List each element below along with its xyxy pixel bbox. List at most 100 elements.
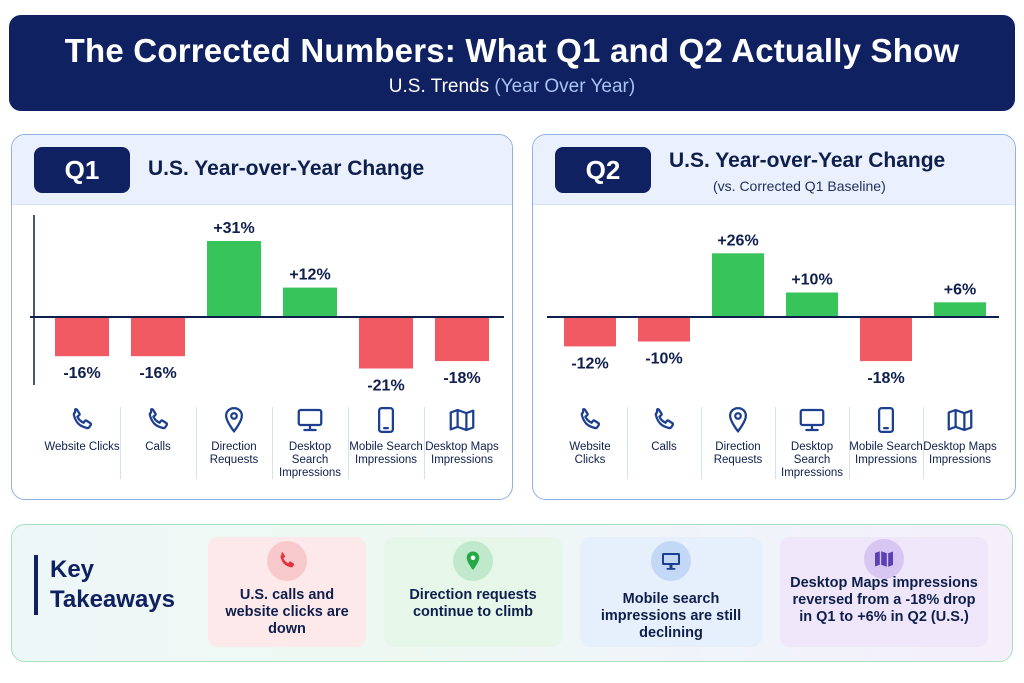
q1-category-direction-requests: Direction Requests	[196, 401, 272, 487]
map-icon	[447, 405, 477, 435]
header-banner: The Corrected Numbers: What Q1 and Q2 Ac…	[9, 15, 1015, 111]
q2-data-label-desktop-maps-impressions: +6%	[944, 281, 976, 298]
q2-data-label-website-clicks: -12%	[571, 355, 608, 372]
q2-category-desktop-maps-impressions: Desktop Maps Impressions	[923, 401, 997, 487]
q2-chart-subtitle: (vs. Corrected Q1 Baseline)	[713, 178, 886, 194]
key-takeaways-panel: Key Takeaways U.S. calls and website cli…	[11, 524, 1013, 662]
q2-bar-chart: -12% -10% +26% +10% -18% +6%	[547, 232, 999, 387]
q2-panel: Q2 U.S. Year-over-Year Change (vs. Corre…	[532, 134, 1016, 500]
q1-tick-label-direction-requests: Direction Requests	[209, 441, 259, 466]
q2-category-direction-requests: Direction Requests	[701, 401, 775, 487]
q2-category-mobile-search-impressions: Mobile Search Impressions	[849, 401, 923, 487]
q1-bar-website-clicks	[55, 317, 109, 357]
subtitle-main: U.S. Trends	[388, 76, 490, 97]
key-takeaways-title: Key Takeaways	[34, 555, 204, 615]
phone-icon	[143, 405, 173, 435]
q2-bar-desktop-search-impressions	[786, 292, 838, 317]
q2-category-divider	[923, 407, 924, 479]
q2-bar-website-clicks	[564, 317, 616, 347]
q1-category-divider	[424, 407, 425, 479]
takeaway-card-calls: U.S. calls and website clicks are down	[208, 537, 366, 647]
takeaway-text-maps: Desktop Maps impressions reversed from a…	[790, 575, 978, 625]
q2-tick-label-mobile-search-impressions: Mobile Search Impressions	[849, 441, 923, 466]
takeaway-card-mobile: Mobile search impressions are still decl…	[580, 537, 762, 647]
q1-category-mobile-search-impressions: Mobile Search Impressions	[348, 401, 424, 487]
q2-panel-header: Q2 U.S. Year-over-Year Change (vs. Corre…	[533, 135, 1015, 205]
q1-category-row: Website Clicks Calls Direction Requests Des…	[12, 401, 512, 497]
phone-icon	[267, 541, 307, 581]
q1-tick-label-website-clicks: Website Clicks	[44, 441, 120, 453]
phone-icon	[649, 405, 679, 435]
map-pin-icon	[453, 541, 493, 581]
phone-icon	[67, 405, 97, 435]
q1-panel-header: Q1 U.S. Year-over-Year Change	[12, 135, 512, 205]
q1-tick-label-desktop-search-impressions: Desktop Search Impressions	[279, 441, 341, 479]
q2-data-label-mobile-search-impressions: -18%	[867, 370, 904, 387]
monitor-icon	[651, 541, 691, 581]
subtitle-accent: (Year Over Year)	[494, 76, 636, 97]
q1-bar-direction-requests	[207, 241, 261, 317]
q1-tick-label-calls: Calls	[145, 441, 171, 453]
q2-category-divider	[701, 407, 702, 479]
q1-category-divider	[272, 407, 273, 479]
q1-data-label-desktop-search-impressions: +12%	[289, 267, 330, 284]
q2-bar-desktop-maps-impressions	[934, 302, 986, 317]
q1-bar-mobile-search-impressions	[359, 317, 413, 369]
q1-category-desktop-search-impressions: Desktop Search Impressions	[272, 401, 348, 487]
q1-data-label-desktop-maps-impressions: -18%	[443, 370, 480, 387]
q2-category-divider	[775, 407, 776, 479]
q2-category-calls: Calls	[627, 401, 701, 487]
q2-data-label-desktop-search-impressions: +10%	[791, 272, 832, 289]
mobile-phone-icon	[371, 405, 401, 435]
q1-category-desktop-maps-impressions: Desktop Maps Impressions	[424, 401, 500, 487]
q2-category-desktop-search-impressions: Desktop Search Impressions	[775, 401, 849, 487]
map-pin-icon	[723, 405, 753, 435]
q2-category-divider	[849, 407, 850, 479]
q1-category-divider	[120, 407, 121, 479]
takeaway-text-mobile: Mobile search impressions are still decl…	[600, 591, 742, 641]
q2-bar-calls	[638, 317, 690, 342]
q2-badge: Q2	[555, 147, 651, 193]
q2-tick-label-direction-requests: Direction Requests	[713, 441, 763, 466]
q1-category-divider	[348, 407, 349, 479]
q2-chart-title: U.S. Year-over-Year Change	[669, 149, 946, 172]
q2-category-website-clicks: Website Clicks	[553, 401, 627, 487]
q1-category-calls: Calls	[120, 401, 196, 487]
q2-bar-mobile-search-impressions	[860, 317, 912, 362]
map-icon	[864, 539, 904, 579]
takeaway-text-directions: Direction requests continue to climb	[409, 587, 537, 620]
q1-category-divider	[196, 407, 197, 479]
q1-chart-title: U.S. Year-over-Year Change	[148, 157, 425, 180]
q2-bar-direction-requests	[712, 253, 764, 317]
page-title: The Corrected Numbers: What Q1 and Q2 Ac…	[64, 32, 960, 69]
q1-tick-label-desktop-maps-impressions: Desktop Maps Impressions	[425, 441, 499, 466]
q2-data-label-calls: -10%	[645, 351, 682, 368]
q2-tick-label-desktop-maps-impressions: Desktop Maps Impressions	[923, 441, 997, 466]
takeaway-card-directions: Direction requests continue to climb	[384, 537, 562, 647]
q2-category-row: Website Clicks Calls Direction Requests Des…	[533, 401, 1015, 497]
phone-icon	[575, 405, 605, 435]
monitor-icon	[295, 405, 325, 435]
map-pin-icon	[219, 405, 249, 435]
takeaway-text-calls: U.S. calls and website clicks are down	[225, 587, 349, 637]
q2-tick-label-website-clicks: Website Clicks	[569, 441, 611, 466]
q1-category-website-clicks: Website Clicks	[44, 401, 120, 487]
q1-bar-desktop-maps-impressions	[435, 317, 489, 362]
q1-data-label-website-clicks: -16%	[63, 365, 100, 382]
q2-category-divider	[627, 407, 628, 479]
q1-badge: Q1	[34, 147, 130, 193]
q1-data-label-mobile-search-impressions: -21%	[367, 377, 404, 394]
q1-data-label-calls: -16%	[139, 365, 176, 382]
q2-data-label-direction-requests: +26%	[717, 232, 758, 249]
q1-bar-chart: -16% -16% +31% +12% -21% -18%	[30, 215, 504, 394]
page-subtitle: U.S. Trends (Year Over Year)	[9, 76, 1015, 98]
q2-tick-label-calls: Calls	[651, 441, 677, 453]
q1-bar-calls	[131, 317, 185, 357]
q1-data-label-direction-requests: +31%	[213, 220, 254, 237]
q2-tick-label-desktop-search-impressions: Desktop Search Impressions	[781, 441, 843, 479]
q1-tick-label-mobile-search-impressions: Mobile Search Impressions	[349, 441, 423, 466]
q1-bar-desktop-search-impressions	[283, 287, 337, 317]
map-icon	[945, 405, 975, 435]
monitor-icon	[797, 405, 827, 435]
takeaway-card-maps: Desktop Maps impressions reversed from a…	[780, 537, 988, 647]
